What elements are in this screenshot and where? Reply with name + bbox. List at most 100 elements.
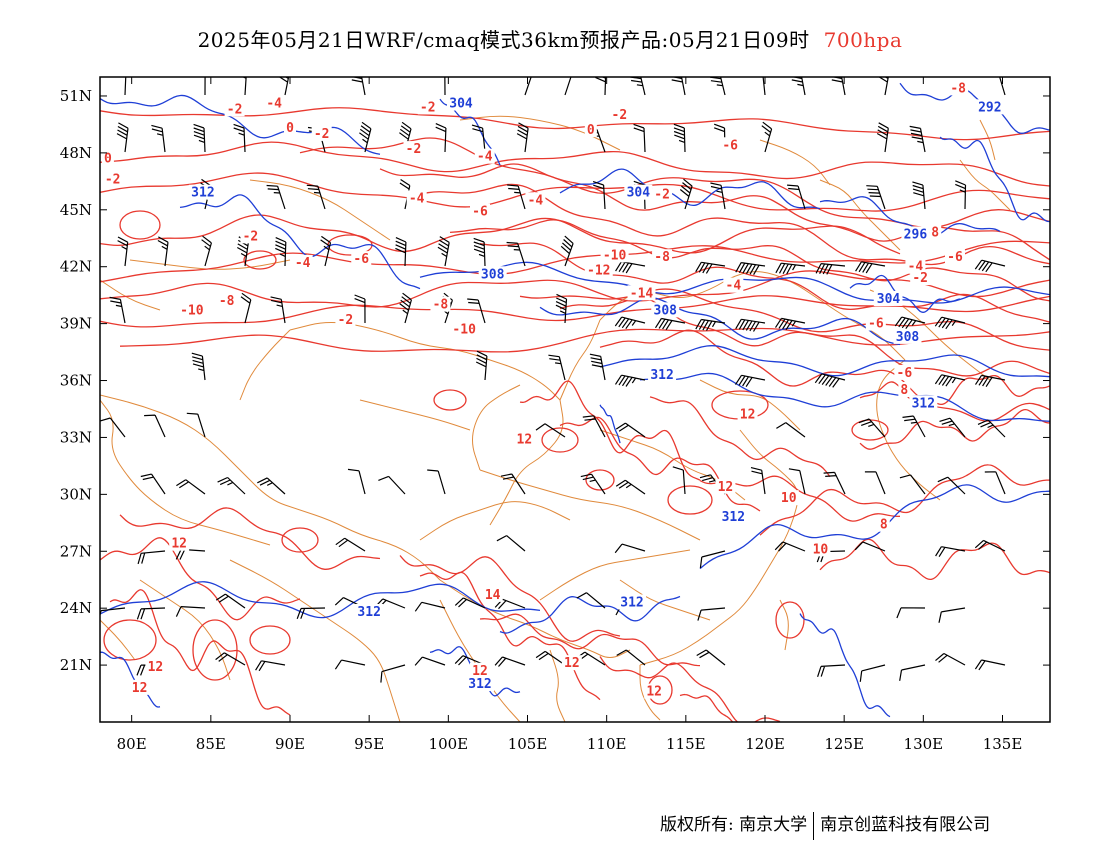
wind-barb [774,317,806,331]
wind-barb [858,418,886,438]
contour-label: 0 [104,152,112,167]
contour-label: 308 [896,330,920,345]
temperature-contour [100,240,1050,283]
temperature-contour-loop [192,619,238,681]
contour-label: 312 [650,368,673,383]
contour-label-bg [561,655,582,671]
wind-barb [630,77,646,96]
y-tick-label: 36N [60,372,92,390]
contour-label: 292 [978,100,1001,115]
contour-label-bg [355,603,384,619]
temperature-contour-loop [119,210,161,240]
wind-barb [548,354,566,381]
wind-barb [414,601,446,612]
x-tick-label: 95E [354,735,384,753]
temperature-contour-loop [103,619,157,661]
temperature-contour [100,172,1050,212]
footer-credits: 版权所有: 南京大学 南京创蓝科技有限公司 [660,810,990,840]
wind-barb [934,374,966,387]
wind-barb [974,259,1006,273]
contour-label-bg [877,516,890,532]
contour-label: -6 [722,138,738,153]
contour-label: -4 [477,150,493,165]
geopotential-contour [799,613,891,718]
contour-label-bg [311,125,332,141]
contour-label-bg [723,277,744,293]
wind-barb [270,296,286,324]
boundary-line [549,649,566,722]
contour-label-bg [909,395,938,411]
contour-label: -4 [409,191,425,206]
wind-barb [217,476,246,495]
boundary-line [959,159,1011,211]
wind-barb [266,184,286,210]
wind-barb [100,417,126,438]
contour-label-bg [600,247,629,263]
contour-label: -6 [868,317,884,332]
wind-barb [896,607,926,619]
wind-barb [616,649,646,666]
temperature-contours [100,107,1050,722]
x-tick-label: 100E [429,735,469,753]
wind-barb [201,235,212,267]
boundary-line [599,429,746,501]
contour-label-bg [450,321,479,337]
geopotential-contour [599,404,621,444]
contour-label-bg [618,594,646,610]
wind-barb [762,77,766,96]
wind-barb [654,317,686,331]
wind-barb [109,296,126,324]
wind-barb [977,419,1006,438]
wind-barb [633,123,646,153]
wind-barb [320,235,332,267]
temperature-contour-loop [249,625,291,655]
temperature-contour [759,464,1050,536]
boundary-line [419,501,571,541]
boundary-line [129,259,291,270]
temperature-contour-loop [775,601,805,639]
temperature-contour [100,214,901,255]
contour-label-bg [901,226,930,242]
contour-label-bg [644,683,665,699]
wind-barb [791,77,806,96]
wind-barb [592,181,606,210]
temperature-contour [119,327,1050,353]
temperature-contour [419,183,1050,266]
geopotential-contour [599,345,1050,378]
wind-barb [496,535,526,552]
wind-barb [582,415,606,438]
contour-label-bg [430,296,451,312]
contour-label-bg [584,262,613,278]
y-tick-label: 27N [60,542,92,560]
boundary-line [559,319,601,401]
wind-barb [934,316,966,330]
contour-label-bg [627,285,656,301]
geopotential-contour [100,651,161,708]
contour-label-bg [865,315,886,331]
contour-label-bg [102,171,123,187]
y-tick-label: 30N [60,485,92,503]
contour-label-bg [188,184,217,200]
contour-labels: -4-2 -200-2-2-2-4-4 -4-6-2-4 -6-8 -8-10-10-2… [101,80,1004,700]
wind-barb [151,124,166,153]
temperature-contour [100,141,1050,187]
temperature-contour [649,396,831,478]
wind-barb [580,473,606,495]
wind-barb [776,422,806,438]
wind-barb [775,262,806,275]
wind-barb [999,77,1006,96]
wind-barb [204,77,206,96]
temperature-contour [399,555,621,642]
contour-label: 308 [654,303,678,318]
boundary-line [239,329,291,401]
boundary-line [876,359,941,501]
contour-label: -2 [654,188,670,203]
boundary-line [699,379,801,431]
wind-barb [255,660,286,672]
boundary-line [479,469,701,541]
y-tick-label: 33N [60,428,92,446]
contour-label-bg [292,254,313,270]
contour-label-bg [715,478,736,494]
contour-label: 12 [148,660,164,675]
contour-label-bg [216,292,237,308]
